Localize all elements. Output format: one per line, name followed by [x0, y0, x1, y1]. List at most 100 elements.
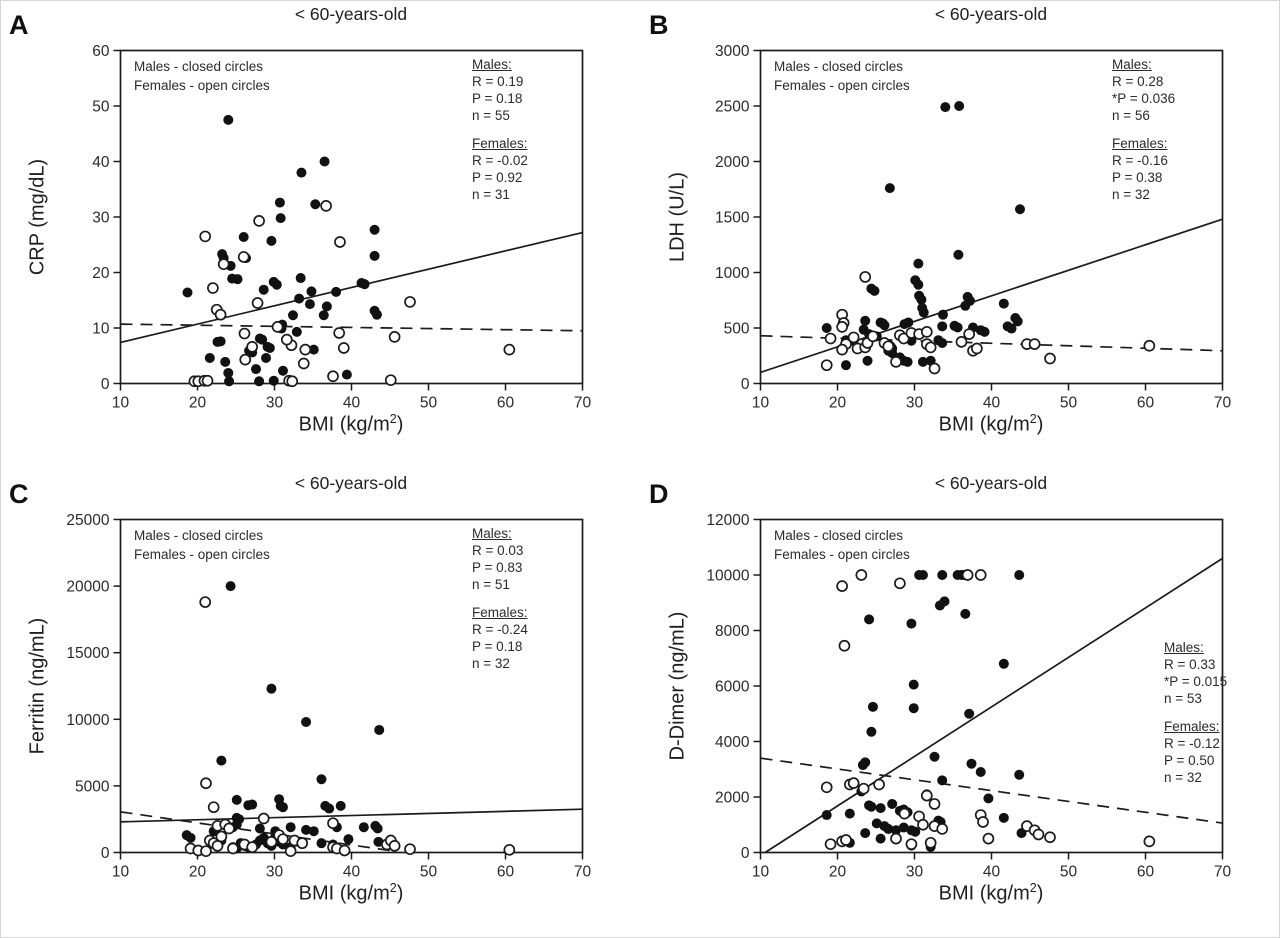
data-point-males	[223, 114, 234, 125]
stats-males-header: Males:	[1164, 640, 1204, 655]
data-point-males	[906, 618, 917, 629]
stats-females-header: Females:	[1112, 136, 1168, 151]
data-point-males	[998, 658, 1009, 669]
data-point-females	[215, 830, 228, 843]
x-tick-label: 20	[189, 864, 207, 881]
y-tick-label: 40	[92, 154, 110, 171]
data-point-males	[231, 794, 242, 805]
x-axis-label-close: )	[1036, 413, 1044, 436]
x-axis-label: BMI (kg/m2)	[120, 412, 582, 437]
data-point-males	[331, 286, 342, 297]
data-point-males	[316, 838, 327, 849]
y-tick-label: 50	[92, 99, 110, 116]
stats-block: Males: R = 0.03 P = 0.83 n = 51 Females:…	[472, 525, 528, 672]
data-point-females	[388, 331, 401, 343]
x-tick-label: 60	[497, 395, 515, 412]
stats-males-r: R = 0.33	[1164, 657, 1216, 672]
data-point-females	[265, 835, 278, 848]
x-tick-label: 70	[1214, 395, 1232, 412]
data-point-males	[295, 273, 306, 284]
data-point-males	[975, 767, 986, 778]
data-point-males	[215, 336, 226, 347]
stats-males-header: Males:	[472, 526, 512, 541]
data-point-males	[182, 287, 193, 298]
y-tick-label: 25000	[66, 512, 109, 529]
data-point-males	[254, 823, 265, 834]
legend-males: Males - closed circles	[134, 59, 264, 74]
data-point-females	[280, 333, 293, 346]
y-tick-label: 4000	[715, 734, 750, 751]
data-point-males	[319, 156, 330, 167]
x-tick-label: 40	[983, 395, 1001, 412]
data-point-females	[238, 327, 251, 340]
data-point-females	[898, 807, 911, 820]
data-point-males	[359, 279, 370, 290]
stats-males-r: R = 0.28	[1112, 74, 1164, 89]
data-point-females	[924, 341, 937, 354]
data-point-females	[824, 838, 837, 851]
data-point-males	[204, 352, 215, 363]
x-axis-label-close: )	[1036, 882, 1044, 905]
data-point-males	[821, 810, 832, 821]
regression-line-males	[120, 808, 583, 823]
data-point-males	[238, 231, 249, 242]
data-point-males	[960, 300, 971, 311]
stats-block: Males: R = 0.19 P = 0.18 n = 55 Females:…	[472, 56, 528, 203]
data-point-females	[327, 817, 339, 830]
data-point-males	[310, 199, 321, 210]
x-tick-label: 70	[1214, 864, 1232, 881]
data-point-females	[857, 782, 870, 795]
x-axis-label: BMI (kg/m2)	[760, 412, 1222, 437]
y-tick-label: 2500	[715, 99, 750, 116]
data-point-males	[372, 823, 383, 834]
data-point-males	[840, 360, 851, 371]
legend-males: Males - closed circles	[774, 59, 904, 74]
stats-females-r: R = -0.02	[472, 153, 528, 168]
data-point-males	[875, 803, 886, 814]
y-axis-label: LDH (U/L)	[666, 171, 689, 263]
data-point-males	[869, 285, 880, 296]
data-point-males	[251, 364, 262, 375]
data-point-females	[836, 321, 848, 333]
data-point-males	[318, 310, 329, 321]
data-point-females	[928, 362, 941, 375]
legend-females: Females - open circles	[774, 547, 910, 562]
data-point-males	[264, 342, 275, 353]
data-point-males	[277, 802, 288, 813]
x-tick-label: 30	[906, 864, 924, 881]
data-point-males	[821, 323, 832, 333]
stats-males-p: *P = 0.036	[1112, 91, 1176, 106]
data-point-females	[214, 308, 227, 321]
y-tick-label: 8000	[715, 623, 750, 640]
data-point-females	[239, 353, 252, 366]
y-tick-label: 500	[724, 321, 750, 338]
y-tick-label: 2000	[715, 154, 750, 171]
x-tick-label: 30	[266, 395, 284, 412]
data-point-males	[902, 356, 913, 367]
x-axis-label-sup: 2	[389, 412, 397, 426]
data-point-females	[404, 843, 416, 856]
data-point-females	[820, 359, 833, 372]
data-point-females	[936, 823, 949, 835]
legend-males: Males - closed circles	[134, 528, 264, 543]
y-tick-label: 0	[741, 376, 750, 393]
data-point-females	[284, 845, 297, 858]
data-point-females	[200, 845, 212, 858]
data-point-males	[306, 286, 317, 297]
data-point-females	[199, 596, 212, 608]
stats-females-header: Females:	[472, 136, 528, 151]
data-point-females	[338, 844, 351, 857]
data-point-females	[847, 331, 860, 344]
x-tick-label: 70	[574, 395, 592, 412]
data-point-females	[974, 569, 987, 581]
data-point-males	[321, 301, 332, 312]
data-point-males	[952, 322, 963, 333]
stats-females-p: P = 0.50	[1164, 753, 1215, 768]
panel-c: 10 20 30 40 50 60 70 0 5000 10000 15000 20000 25000 …	[0, 469, 640, 938]
data-point-females	[296, 837, 309, 850]
stats-males-r: R = 0.19	[472, 74, 524, 89]
data-point-males	[266, 683, 277, 694]
y-tick-label: 1000	[715, 265, 750, 282]
stats-females-p: P = 0.38	[1112, 170, 1163, 185]
x-tick-label: 50	[420, 864, 438, 881]
